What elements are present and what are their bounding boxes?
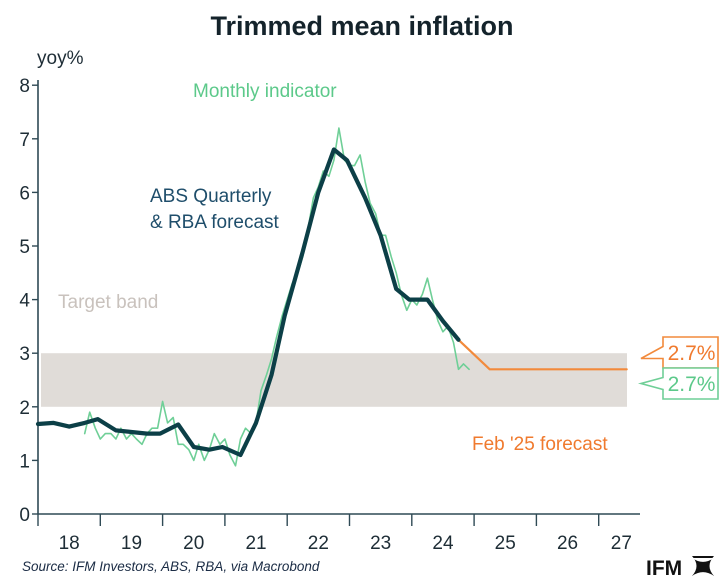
target-band — [41, 353, 627, 407]
y-tick-label: 5 — [19, 237, 30, 258]
x-tick-label: 27 — [611, 533, 632, 554]
y-tick-label: 6 — [19, 183, 30, 204]
ifm-logo-mark-icon — [692, 556, 714, 576]
x-tick-label: 26 — [557, 533, 578, 554]
monthly-indicator-label: Monthly indicator — [193, 81, 337, 102]
x-tick-label: 19 — [121, 533, 142, 554]
value-callout-box — [640, 336, 719, 369]
target-band-layer — [41, 353, 627, 407]
target-band-label: Target band — [58, 292, 158, 313]
x-tick-label: 24 — [432, 533, 454, 554]
value-callout: 2.7% — [637, 367, 719, 400]
x-tick-label: 25 — [495, 533, 516, 554]
abs-quarterly-label-line2: & RBA forecast — [150, 212, 280, 233]
x-tick-label: 21 — [245, 533, 266, 554]
y-tick-label: 2 — [19, 398, 30, 419]
source-note: Source: IFM Investors, ABS, RBA, via Mac… — [22, 559, 320, 574]
x-tick-label: 20 — [183, 533, 204, 554]
y-tick-label: 3 — [19, 344, 30, 365]
series-line-abs-quarterly-rba-forecast — [35, 147, 461, 458]
x-tick-label: 23 — [370, 533, 391, 554]
y-tick-label: 0 — [19, 505, 30, 526]
y-tick-label: 7 — [19, 130, 30, 151]
feb25-forecast-label: Feb '25 forecast — [472, 434, 608, 455]
value-callout-text: 2.7% — [668, 373, 716, 396]
value-callout-text: 2.7% — [668, 342, 716, 365]
y-tick-label: 1 — [19, 451, 30, 472]
y-axis-label: yoy% — [37, 48, 84, 69]
abs-quarterly-label-line1: ABS Quarterly — [150, 186, 272, 207]
series-layer — [35, 127, 628, 467]
x-tick-label: 18 — [59, 533, 80, 554]
value-callout: 2.7% — [640, 336, 719, 369]
series-line-feb-25-forecast — [457, 338, 628, 371]
y-tick-label: 8 — [19, 76, 30, 97]
chart-title: Trimmed mean inflation — [210, 11, 513, 41]
value-callout-box — [637, 367, 719, 400]
y-tick-label: 4 — [19, 291, 30, 312]
value-callouts: 2.7% 2.7% — [637, 336, 719, 400]
x-tick-label: 22 — [308, 533, 329, 554]
ifm-logo: IFM — [646, 556, 714, 580]
ifm-logo-text: IFM — [646, 557, 682, 580]
